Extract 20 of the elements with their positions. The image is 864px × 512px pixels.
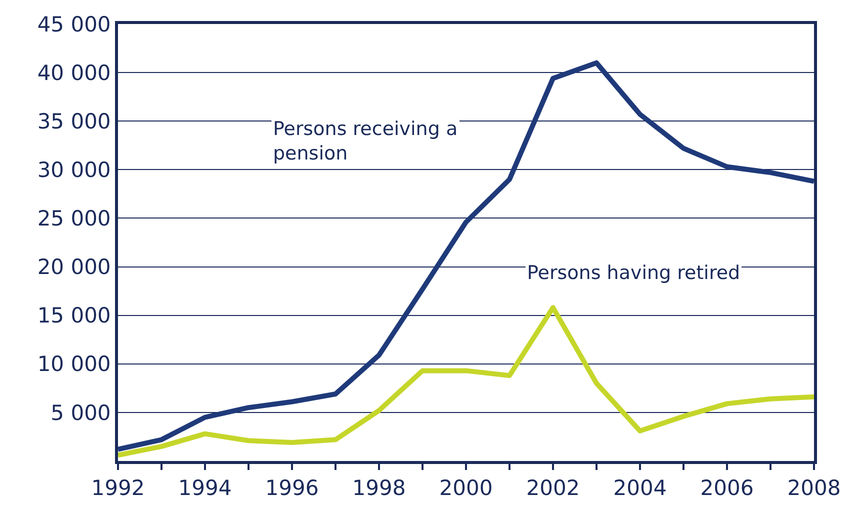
x-tick-label: 2000 — [439, 476, 493, 500]
text: Persons receiving a pension — [273, 118, 458, 165]
series-label: Persons having retired — [527, 262, 740, 284]
y-tick-label: 35 000 — [37, 109, 111, 134]
y-tick-label: 15 000 — [37, 304, 111, 328]
x-tick-label: 1998 — [352, 476, 406, 500]
y-tick-label: 20 000 — [37, 255, 111, 280]
x-tick-label: 1994 — [178, 476, 232, 500]
x-tick-label: 1996 — [265, 476, 319, 500]
y-tick-label: 45 000 — [37, 12, 111, 36]
x-tick-label: 2004 — [613, 476, 667, 500]
x-tick-label: 2008 — [787, 476, 841, 500]
x-tick-label: 2002 — [526, 476, 580, 500]
y-tick-label: 10 000 — [37, 352, 111, 376]
y-tick-label: 5 000 — [50, 400, 111, 425]
x-tick-label: 2006 — [700, 476, 754, 500]
y-tick-label: 40 000 — [37, 60, 111, 85]
y-tick-label: 30 000 — [37, 158, 111, 182]
y-tick-label: 25 000 — [37, 206, 111, 231]
x-tick-label: 1992 — [91, 476, 145, 500]
